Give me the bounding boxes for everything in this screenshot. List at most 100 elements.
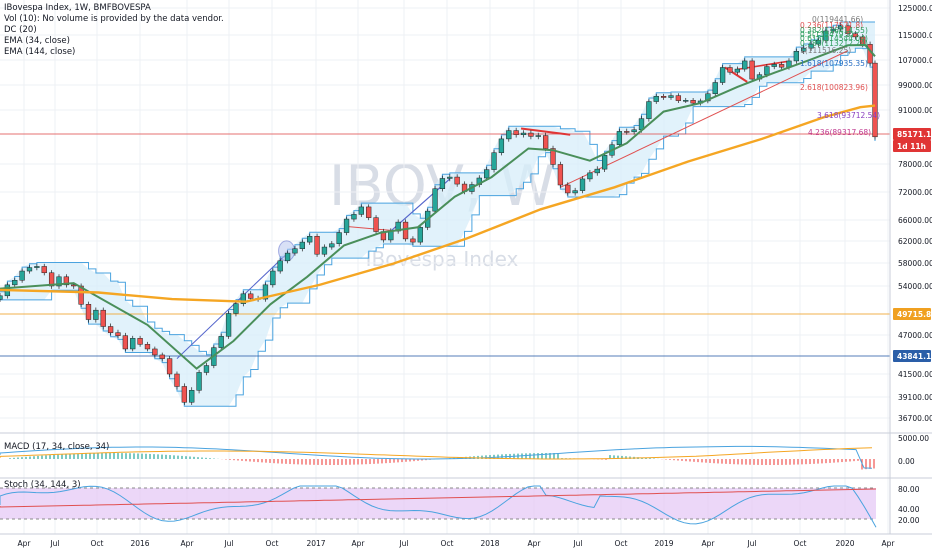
candle-body [557, 164, 564, 186]
price-tick-label: 78000.00 [898, 160, 932, 169]
candle-body [513, 130, 519, 135]
candle-body [579, 178, 586, 191]
candle-body [535, 135, 541, 137]
time-tick-label: Apr [702, 539, 716, 548]
time-tick-label: Oct [91, 539, 104, 548]
candle-body [262, 284, 269, 300]
candle-body [48, 272, 55, 287]
price-tick-label: 115000.00 [898, 31, 932, 40]
candle-body [19, 270, 25, 281]
candle-body [0, 295, 3, 300]
time-tick-label: 2019 [654, 539, 673, 548]
horizontal-lines [0, 133, 890, 357]
macd-pane [0, 432, 932, 470]
candle-body [594, 168, 600, 174]
time-axis[interactable]: Apr Jul Oct 2016 Apr Jul Oct 2017 Apr Jul Oct 2018 A… [0, 533, 932, 548]
time-tick-label: 2017 [306, 539, 325, 548]
candle-body [292, 248, 298, 254]
price-tick-label: 125000.00 [898, 4, 932, 13]
candle-body [203, 365, 210, 373]
candle-body [616, 131, 623, 146]
candle-body [675, 95, 682, 101]
candle-body [174, 373, 180, 387]
candle-body [233, 303, 239, 314]
candle-body [683, 100, 689, 102]
time-tick-label: Apr [181, 539, 195, 548]
candle-body [727, 67, 733, 73]
candle-body [520, 132, 527, 135]
time-tick-label: Jul [572, 539, 582, 548]
fib-label: 0.618(114544.04) [800, 34, 868, 43]
candle-body [793, 51, 799, 62]
candle-body [410, 238, 416, 243]
candle-body [299, 241, 305, 249]
candle-body [34, 266, 40, 268]
candle-body [542, 135, 549, 149]
candle-body [771, 64, 777, 67]
time-tick-label: Oct [615, 539, 628, 548]
time-tick-label: 2020 [835, 539, 854, 548]
price-tick-label: 91000.00 [898, 106, 932, 115]
price-tick-label: 41500.00 [898, 370, 932, 379]
price-tag-label: 85171.13 [897, 130, 932, 139]
candle-body [653, 96, 659, 102]
candle-body [491, 152, 497, 170]
stoch-title: Stoch (34, 144, 3) [4, 480, 81, 490]
candle-body [823, 30, 829, 41]
fib-label: 2.618(100823.96) [800, 83, 868, 92]
trend-line [344, 225, 399, 232]
time-tick-label: Oct [794, 539, 807, 548]
candle-body [734, 68, 741, 73]
candle-body [872, 62, 878, 138]
price-tick-label: 66000.00 [898, 216, 932, 225]
time-tick-label: Apr [18, 539, 32, 548]
macd-line [0, 445, 873, 469]
watermark-name: IBovespa Index [366, 247, 519, 271]
fib-label: 3.618(93712.54) [817, 111, 880, 120]
fib-label: 0.236(117571.8) [800, 21, 863, 30]
candle-body [225, 313, 232, 337]
candle-body [506, 130, 512, 140]
candle-body [321, 246, 328, 255]
fib-label: 1(111516.25) [800, 46, 851, 55]
candle-body [351, 214, 357, 220]
price-tag-label: 43841.17 [897, 352, 932, 361]
candle-body [144, 344, 151, 350]
candle-body [159, 354, 165, 359]
legend-ema144: EMA (144, close) [4, 47, 76, 57]
time-tick-label: Jul [746, 539, 756, 548]
candle-body [343, 218, 350, 233]
candle-body [358, 206, 364, 215]
candle-body [808, 43, 814, 49]
candle-body [314, 236, 320, 255]
candle-body [778, 64, 785, 68]
price-tags: 85171.13 1d 11h 49715.88 43841.17 [893, 128, 932, 362]
time-tick-label: 2016 [130, 539, 149, 548]
candle-body [402, 221, 409, 240]
candle-body [63, 276, 70, 286]
candle-body [764, 66, 770, 75]
candle-body [130, 338, 136, 350]
candle-body [565, 184, 571, 194]
price-tag-label: 49715.88 [897, 310, 932, 319]
candle-body [248, 293, 254, 299]
price-tag-bg [893, 140, 931, 152]
time-tick-label: Apr [528, 539, 542, 548]
time-tick-label: Apr [882, 539, 896, 548]
candle-body [107, 326, 114, 333]
candle-body [749, 60, 755, 80]
candle-body [690, 100, 696, 104]
price-axis[interactable]: 125000.00 115000.00 107000.00 99000.00 91000… [889, 0, 932, 534]
candle-body [852, 33, 858, 38]
price-tag-bg [893, 350, 931, 362]
candle-body [528, 132, 534, 137]
candle-body [26, 267, 33, 272]
candle-body [572, 190, 578, 194]
time-tick-label: Jul [49, 539, 59, 548]
candle-body [719, 67, 726, 83]
candle-body [93, 309, 99, 320]
price-tick-label: 36700.00 [898, 414, 932, 423]
candle-body [631, 129, 637, 133]
candle-body [742, 60, 748, 70]
